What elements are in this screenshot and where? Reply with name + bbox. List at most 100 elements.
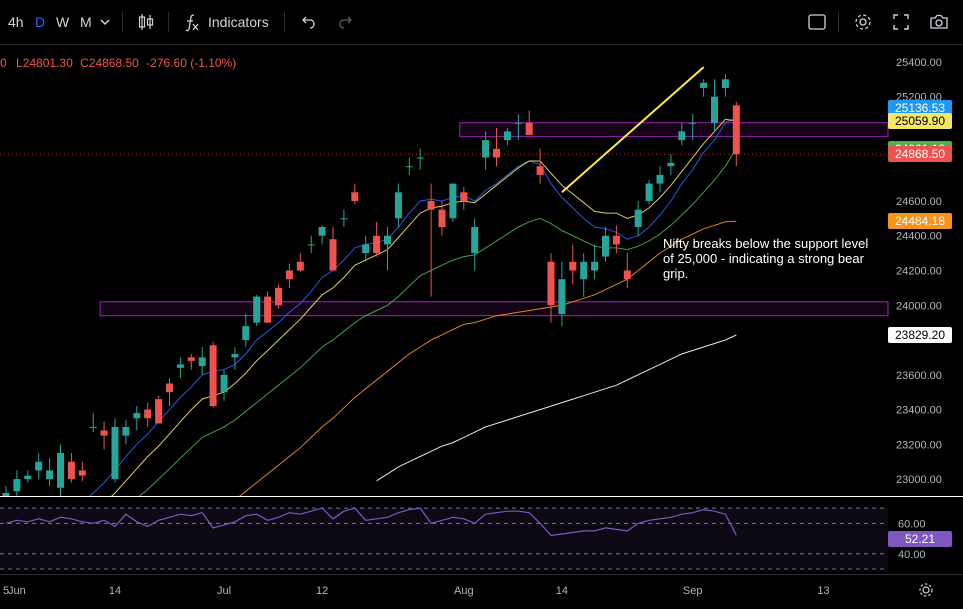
ohlc-legend: 0 L24801.30 C24868.50 -276.60 (-1.10%) — [0, 56, 236, 70]
rsi-line — [5, 507, 737, 537]
candle — [209, 341, 217, 408]
candle-body — [536, 166, 544, 175]
candle-body — [231, 353, 239, 358]
price-tick-label: 24200.00 — [896, 266, 942, 278]
candle-body — [667, 162, 675, 167]
candle-body — [209, 345, 217, 407]
price-tick-label: 23200.00 — [896, 439, 942, 451]
fx-icon[interactable] — [182, 12, 202, 32]
last-value-tag: 25059.90 — [888, 113, 952, 130]
candle-body — [493, 148, 500, 158]
candle — [667, 154, 675, 175]
candle-body — [340, 218, 348, 220]
candle — [24, 470, 32, 483]
candle-body — [384, 235, 391, 245]
chart-annotation[interactable]: Nifty breaks below the support level of … — [663, 236, 869, 281]
time-tick-label: 12 — [316, 585, 328, 597]
candle-body — [514, 122, 522, 124]
candle — [57, 444, 64, 497]
time-tick-label: 13 — [817, 585, 829, 597]
candle — [612, 225, 620, 254]
toolbar-divider — [122, 12, 123, 32]
candle — [427, 183, 435, 297]
candle — [231, 346, 239, 370]
candle-body — [67, 461, 75, 480]
time-tick-label: Aug — [454, 585, 474, 597]
interval-d[interactable]: D — [35, 14, 46, 30]
gear-icon[interactable] — [853, 12, 873, 32]
ohlc-change: -276.60 (-1.10%) — [146, 56, 237, 70]
ohlc-low: L24801.30 — [16, 56, 73, 70]
candle-body — [111, 426, 119, 480]
rsi-pane[interactable]: 60.00 40.00 — [0, 497, 963, 574]
candle — [318, 225, 326, 245]
candle — [242, 313, 250, 347]
price-chart[interactable]: 25400.0025200.0024600.0024400.0024200.00… — [0, 44, 963, 497]
candle-body — [373, 235, 381, 254]
candle — [700, 79, 708, 97]
candle — [122, 419, 130, 445]
interval-w[interactable]: W — [56, 14, 70, 30]
ema-green-line — [137, 148, 737, 497]
candle — [340, 209, 348, 228]
candle-body — [732, 105, 740, 155]
candle-body — [57, 453, 64, 488]
candle-body — [296, 261, 304, 271]
rsi-level-label: 40.00 — [898, 549, 926, 561]
candle — [264, 291, 272, 323]
candle — [296, 253, 304, 273]
time-tick-label: 14 — [109, 585, 121, 597]
rsi-value-tag: 52.21 — [888, 531, 952, 547]
last-value-tag: 23829.20 — [888, 326, 952, 343]
candle-body — [623, 270, 631, 280]
redo-icon[interactable] — [336, 12, 356, 32]
candle-body — [89, 426, 97, 428]
candle — [111, 418, 119, 483]
candle-body — [166, 383, 173, 393]
interval-m[interactable]: M — [80, 14, 92, 30]
candle — [46, 458, 54, 487]
candle-body — [133, 413, 141, 419]
candle-body — [689, 122, 697, 124]
candle-body — [449, 183, 457, 219]
candle-body — [634, 209, 642, 228]
candle-body — [144, 409, 152, 419]
settings-small-icon[interactable] — [919, 583, 933, 597]
candle-body — [416, 157, 424, 159]
undo-icon[interactable] — [298, 12, 318, 32]
interval-4h[interactable]: 4h — [8, 14, 24, 30]
candle — [133, 406, 141, 431]
candles-icon[interactable] — [136, 12, 156, 32]
candle — [711, 79, 718, 132]
last-value-tag: 24868.50 — [888, 146, 952, 163]
toolbar-divider — [838, 12, 839, 32]
chevron-down-icon[interactable] — [98, 12, 112, 32]
layout-icon[interactable] — [807, 12, 827, 32]
support-resistance-zone — [99, 301, 889, 317]
last-value-tag: 25136.53 — [888, 99, 952, 116]
candle — [656, 166, 664, 193]
ohlc-close: C24868.50 — [80, 56, 139, 70]
candle-body — [656, 174, 664, 184]
candle — [329, 227, 337, 271]
candle-body — [78, 470, 86, 476]
candle-body — [362, 244, 370, 254]
candle — [493, 127, 500, 167]
candle — [198, 346, 206, 375]
candle — [384, 227, 391, 271]
candle-body — [547, 261, 555, 306]
candle-body — [460, 192, 468, 201]
candle-body — [351, 192, 359, 201]
fullscreen-icon[interactable] — [891, 12, 911, 32]
candle — [394, 183, 402, 228]
candle-body — [307, 244, 315, 246]
indicators-button[interactable]: Indicators — [208, 14, 269, 30]
price-tick-label: 24000.00 — [896, 300, 942, 312]
candle-body — [721, 79, 729, 88]
camera-icon[interactable] — [929, 12, 949, 32]
candle-body — [35, 461, 43, 471]
candle — [591, 244, 599, 280]
candle-body — [253, 296, 261, 323]
candle — [580, 253, 588, 297]
